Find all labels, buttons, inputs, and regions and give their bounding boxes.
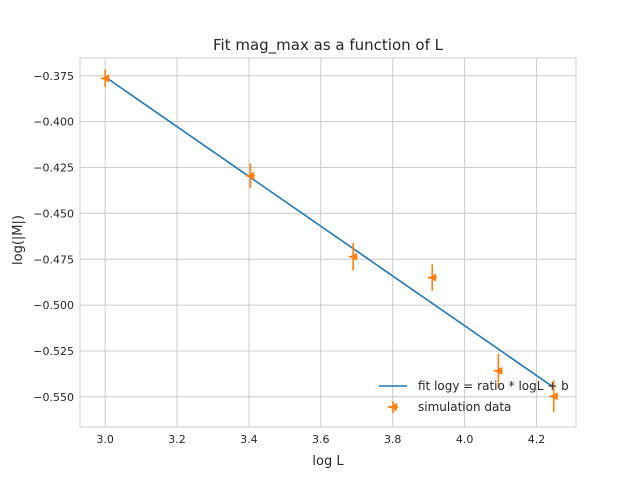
grid <box>80 58 576 427</box>
legend-item: fit logy = ratio * logL + b <box>379 379 569 393</box>
x-tick-label: 3.8 <box>384 433 402 446</box>
plot-frame <box>79 57 577 428</box>
x-tick-label: 3.0 <box>96 433 114 446</box>
data-point <box>246 163 255 189</box>
y-tick-label: −0.375 <box>33 70 74 83</box>
x-axis: 3.0 3.2 3.4 3.6 3.8 4.0 4.2 <box>96 433 545 446</box>
chart-title: Fit mag_max as a function of L <box>213 36 444 55</box>
x-tick-label: 4.0 <box>456 433 474 446</box>
y-tick-label: −0.525 <box>33 345 74 358</box>
data-point <box>494 353 503 388</box>
triangle-left-marker <box>349 252 358 261</box>
y-axis: −0.375 −0.400 −0.425 −0.450 −0.475 −0.500 −0.5… <box>33 70 74 404</box>
legend: fit logy = ratio * logL + b simulation da… <box>379 379 569 414</box>
triangle-left-marker <box>494 366 503 375</box>
fit-line <box>104 76 555 389</box>
y-tick-label: −0.400 <box>33 116 74 129</box>
y-tick-label: −0.500 <box>33 299 74 312</box>
y-tick-label: −0.550 <box>33 391 74 404</box>
y-tick-label: −0.475 <box>33 253 74 266</box>
triangle-left-marker <box>428 273 437 282</box>
y-tick-label: −0.425 <box>33 162 74 175</box>
legend-label: fit logy = ratio * logL + b <box>418 379 569 393</box>
data-point <box>348 242 358 271</box>
legend-item: simulation data <box>388 400 511 414</box>
x-tick-label: 3.6 <box>312 433 330 446</box>
x-tick-label: 3.2 <box>168 433 186 446</box>
triangle-left-marker <box>549 392 558 401</box>
x-axis-label: log L <box>312 454 344 469</box>
data-point <box>100 69 110 88</box>
y-tick-label: −0.450 <box>33 207 74 220</box>
legend-marker-swatch <box>389 403 397 411</box>
x-tick-label: 3.4 <box>240 433 258 446</box>
series-layer <box>100 69 559 413</box>
legend-label: simulation data <box>418 400 511 414</box>
triangle-left-marker <box>101 74 110 83</box>
data-point <box>427 264 437 291</box>
y-axis-label: log(|M|) <box>11 215 26 265</box>
data-point <box>549 380 559 413</box>
triangle-left-marker <box>246 171 255 180</box>
x-tick-label: 4.2 <box>528 433 546 446</box>
